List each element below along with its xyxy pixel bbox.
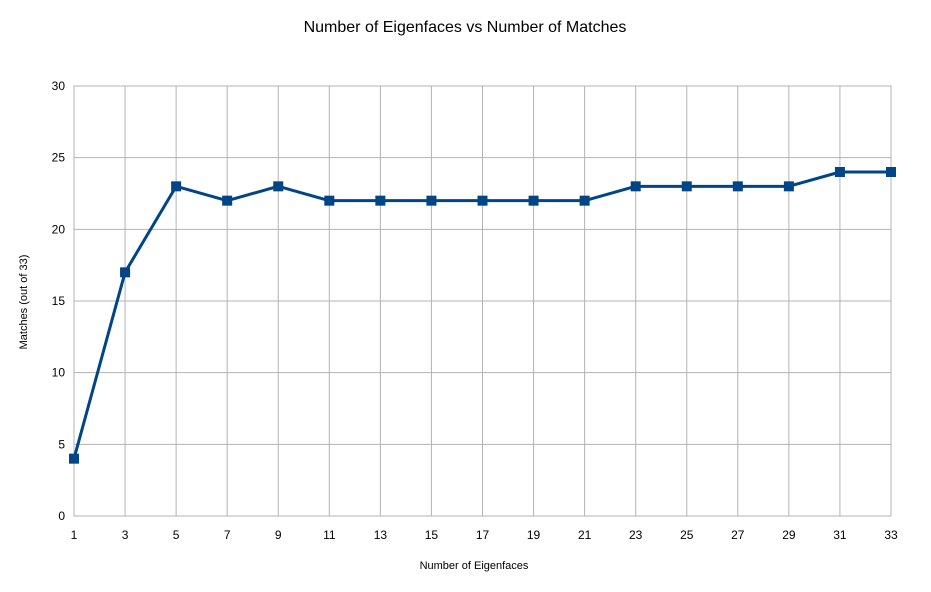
data-point-marker <box>834 167 845 177</box>
data-point-marker <box>886 167 896 177</box>
x-tick-label: 9 <box>275 528 282 542</box>
y-tick-label: 30 <box>52 79 66 93</box>
y-tick-label: 15 <box>52 294 66 308</box>
plot-area-frame <box>73 85 892 517</box>
x-tick-label: 19 <box>527 528 541 542</box>
x-axis-label: Number of Eigenfaces <box>420 560 529 572</box>
data-point-marker <box>681 181 692 192</box>
x-tick-label: 29 <box>782 528 796 542</box>
data-point-marker <box>171 181 182 192</box>
data-point-marker <box>375 195 386 206</box>
y-tick-label: 25 <box>52 151 66 165</box>
data-point-marker <box>324 195 335 206</box>
y-axis-ticks: 0 5 10 15 20 25 30 <box>52 79 66 523</box>
x-tick-label: 23 <box>629 528 643 542</box>
data-point-marker <box>732 181 743 192</box>
data-point-marker <box>630 181 641 192</box>
y-tick-label: 10 <box>52 366 66 380</box>
data-point-marker <box>426 195 437 206</box>
x-tick-label: 15 <box>425 528 439 542</box>
data-point-marker <box>783 181 794 192</box>
grid <box>73 85 892 517</box>
data-point-marker <box>69 453 79 464</box>
x-axis-ticks: 1 3 5 7 9 11 13 15 17 19 21 23 25 27 29 31 33 <box>71 528 898 542</box>
y-tick-label: 20 <box>52 222 66 236</box>
data-point-marker <box>222 195 233 206</box>
chart-title: Number of Eigenfaces vs Number of Matche… <box>304 19 627 36</box>
y-tick-label: 0 <box>58 509 65 523</box>
y-tick-label: 5 <box>58 437 65 451</box>
x-tick-label: 17 <box>476 528 490 542</box>
series-layer <box>69 167 896 464</box>
x-tick-label: 13 <box>374 528 388 542</box>
y-axis-label: Matches (out of 33) <box>18 255 30 350</box>
x-tick-label: 3 <box>122 528 129 542</box>
x-tick-label: 5 <box>173 528 180 542</box>
x-tick-label: 1 <box>71 528 78 542</box>
x-tick-label: 21 <box>578 528 592 542</box>
x-tick-label: 33 <box>884 528 898 542</box>
data-point-marker <box>477 195 488 206</box>
x-tick-label: 11 <box>323 528 336 542</box>
data-point-marker <box>579 195 590 206</box>
x-tick-label: 7 <box>224 528 231 542</box>
data-point-marker <box>528 195 539 206</box>
data-point-marker <box>120 267 131 278</box>
x-tick-label: 31 <box>833 528 847 542</box>
data-point-marker <box>273 181 284 192</box>
x-tick-label: 27 <box>731 528 745 542</box>
x-tick-label: 25 <box>680 528 694 542</box>
